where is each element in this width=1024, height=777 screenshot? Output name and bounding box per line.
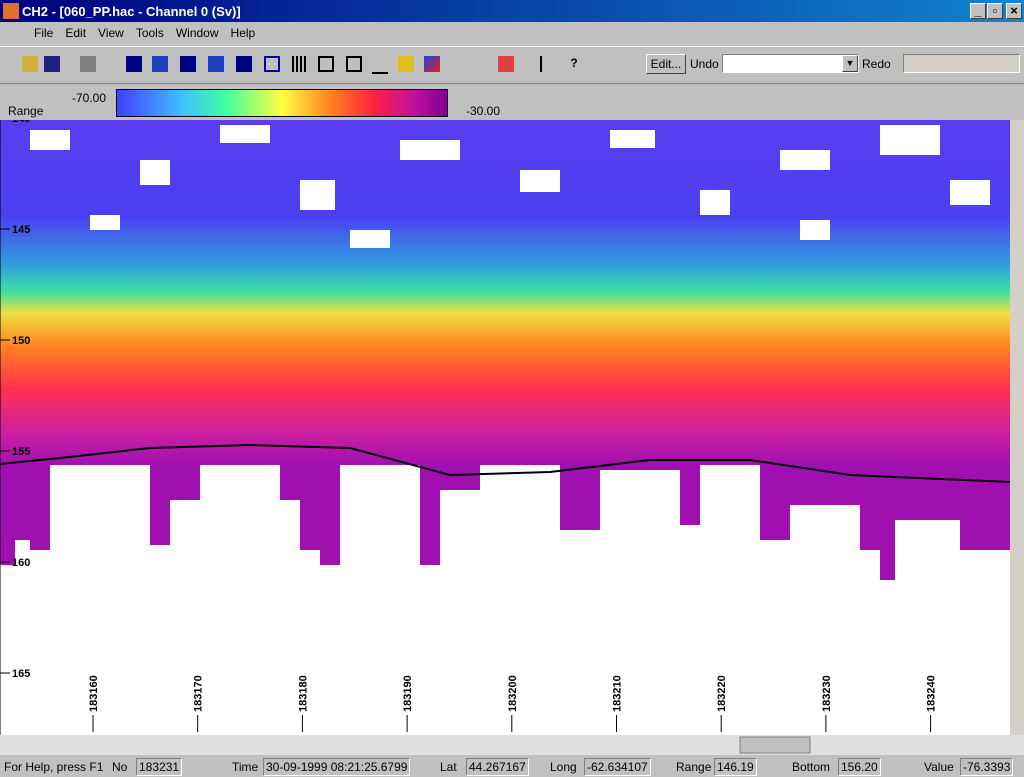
tool-icon[interactable] [208, 56, 224, 72]
tool-icon[interactable] [264, 56, 280, 72]
tool-icon[interactable] [126, 56, 142, 72]
status-value: -76.3393 [960, 758, 1013, 776]
status-label: Time [232, 760, 258, 774]
ping-label: 183230 [821, 675, 833, 712]
depth-label: 155 [12, 446, 30, 458]
depth-label: 165 [12, 668, 30, 680]
echogram: 140 145 150 155 160 165 183160 183170 183180 1831… [0, 120, 1024, 757]
ping-label: 183170 [193, 675, 205, 712]
window-title: CH2 - [060_PP.hac - Channel 0 (Sv)] [22, 4, 241, 19]
menu-item[interactable]: Help [225, 22, 262, 40]
app-window: {"window": {"title": "CH2 - [060_PP.hac … [0, 0, 1024, 777]
tool-icon[interactable] [318, 56, 334, 72]
depth-label: 160 [12, 557, 30, 569]
status-value: -62.634107 [584, 758, 651, 776]
tool-icon[interactable] [424, 56, 440, 72]
status-value: 156.20 [838, 758, 881, 776]
color-scale [116, 89, 448, 117]
status-label: Range [676, 760, 711, 774]
print-icon[interactable] [80, 56, 96, 72]
tool-icon[interactable] [152, 56, 168, 72]
range-max: -30.00 [466, 104, 500, 118]
ping-label: 183160 [88, 675, 100, 712]
tool-icon[interactable] [346, 56, 362, 72]
ping-label: 183190 [402, 675, 414, 712]
menu-item[interactable]: Tools [130, 22, 170, 40]
help-text: For Help, press F1 [4, 760, 103, 774]
edit-button[interactable]: Edit... [646, 54, 686, 74]
undo-combo[interactable] [722, 54, 859, 73]
menu-item[interactable]: View [92, 22, 130, 40]
menu-item[interactable]: File [28, 22, 59, 40]
undo-label: Undo [690, 57, 719, 71]
close-button[interactable]: × [1006, 3, 1022, 19]
tool-icon[interactable] [180, 56, 196, 72]
horizontal-scrollbar[interactable] [0, 735, 1024, 755]
status-value: 183231 [136, 758, 182, 776]
scroll-thumb[interactable] [740, 737, 810, 753]
tool-icon[interactable] [498, 56, 514, 72]
status-value: 44.267167 [466, 758, 529, 776]
save-icon[interactable] [44, 56, 60, 72]
vertical-scrollbar[interactable] [1010, 120, 1024, 735]
toolbar: ? Edit... Undo ▼ Redo [0, 46, 1024, 84]
ping-label: 183240 [926, 675, 938, 712]
status-bar: For Help, press F1 No 183231 Time 30-09-199… [0, 757, 1024, 777]
ping-label: 183180 [297, 675, 309, 712]
menu-item[interactable]: Window [170, 22, 225, 40]
ping-label: 183220 [716, 675, 728, 712]
ping-label: 183200 [507, 675, 519, 712]
undo-dropdown[interactable]: ▼ [842, 55, 858, 72]
depth-label: 150 [12, 335, 30, 347]
tool-icon[interactable] [236, 56, 252, 72]
title-bar: CH2 - [060_PP.hac - Channel 0 (Sv)] _ ▫ … [0, 0, 1024, 22]
status-label: Bottom [792, 760, 830, 774]
range-bar: Range -70.00 -30.00 [0, 86, 1024, 120]
depth-label: 145 [12, 224, 30, 236]
tool-icon[interactable] [398, 56, 414, 72]
status-label: Value [924, 760, 954, 774]
status-value: 146.19 [714, 758, 757, 776]
status-label: Lat [440, 760, 457, 774]
menu-item[interactable]: Edit [59, 22, 92, 40]
open-icon[interactable] [22, 56, 38, 72]
status-label: No [112, 760, 127, 774]
maximize-button[interactable]: ▫ [987, 3, 1003, 19]
range-min: -70.00 [72, 91, 106, 105]
redo-combo[interactable] [903, 54, 1020, 73]
app-icon [3, 3, 19, 19]
ping-label: 183210 [612, 675, 624, 712]
help-icon[interactable]: ? [566, 56, 582, 72]
tool-icon[interactable] [540, 56, 544, 72]
status-value: 30-09-1999 08:21:25.6799 [263, 758, 410, 776]
redo-label: Redo [862, 57, 891, 71]
tool-icon[interactable] [292, 56, 308, 72]
minimize-button[interactable]: _ [970, 3, 986, 19]
range-label: Range [8, 104, 43, 118]
tool-icon[interactable] [372, 56, 388, 74]
status-label: Long [550, 760, 577, 774]
depth-label: 140 [12, 120, 30, 125]
